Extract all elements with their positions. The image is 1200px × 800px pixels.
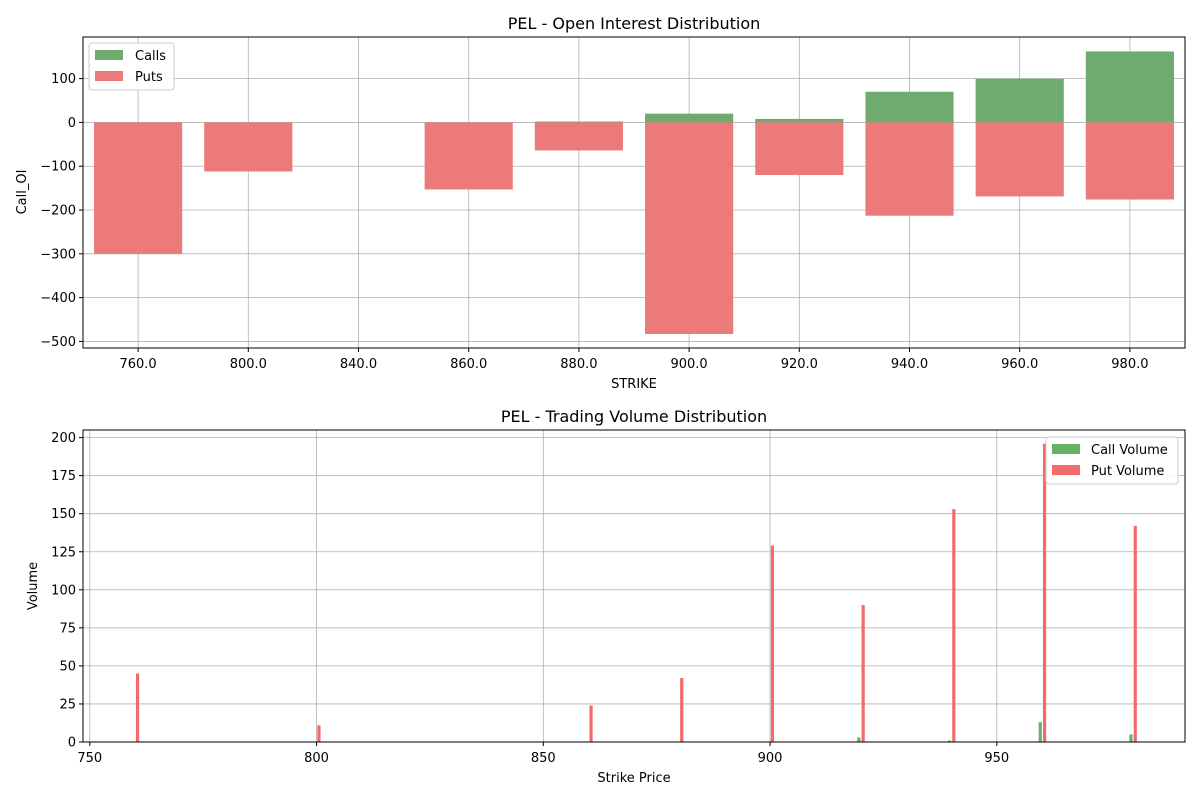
chart2-bar-put-volume-960	[1042, 443, 1047, 742]
chart1-frame	[82, 36, 1186, 349]
chart1-axes: −500 −400 −300 −200 −100 0 100 760.0 800.0 840.0 8…	[40, 36, 1186, 372]
chart2-xtick-label: 950	[984, 751, 1009, 766]
chart1-bar-puts-900.0	[645, 122, 734, 334]
chart1-ytick-label: −400	[40, 291, 76, 306]
chart2-ytick-label: 125	[51, 545, 76, 560]
chart2-ytick-label: 150	[51, 507, 76, 522]
chart1-bar-calls-920.0	[755, 118, 844, 123]
chart1-xtick-label: 960.0	[1001, 357, 1038, 372]
chart2-bar-put-volume-920	[861, 605, 865, 742]
chart2-ytick-label: 0	[68, 736, 76, 751]
chart1-ytick-label: −200	[40, 204, 76, 219]
chart1-ytick-label: −100	[40, 160, 76, 175]
chart1-legend-label: Puts	[135, 70, 163, 85]
chart2-bar-put-volume-760	[135, 673, 140, 742]
chart1-ylabel: Call_OI	[15, 170, 30, 215]
chart2-grid	[83, 430, 1185, 743]
chart1-xtick-label: 920.0	[781, 357, 818, 372]
chart1-ytick-label: 100	[51, 72, 76, 87]
chart1-bar-puts-960.0	[975, 122, 1064, 197]
chart1-bar-puts-800.0	[204, 122, 293, 172]
chart2-legend-label: Put Volume	[1091, 464, 1164, 479]
chart2-bar-put-volume-980	[1133, 525, 1137, 742]
chart1-bar-calls-980.0	[1085, 51, 1174, 123]
chart2-legend: Call Volume Put Volume	[1045, 436, 1179, 485]
chart2-bar-put-volume-900	[770, 545, 775, 742]
chart1-xtick-label: 860.0	[450, 357, 487, 372]
chart1-ytick-label: −300	[40, 247, 76, 262]
chart1-bars	[94, 51, 1174, 334]
chart2-axes: 0 25 50 75 100 125 150 175 200 750 800 850 900 950	[51, 429, 1186, 766]
chart1-bar-calls-940.0	[865, 91, 954, 123]
chart1-legend-swatch	[95, 71, 123, 81]
chart2-ytick-label: 75	[59, 621, 76, 636]
chart2-xlabel: Strike Price	[597, 771, 670, 786]
chart1-ytick-label: −500	[40, 335, 76, 350]
chart1-bar-puts-860.0	[424, 122, 513, 190]
trading-volume-chart: PEL - Trading Volume Distribution 0 25 50 7…	[26, 407, 1186, 786]
chart2-ylabel: Volume	[26, 562, 41, 610]
chart1-bar-calls-900.0	[645, 113, 734, 123]
chart1-bar-puts-760.0	[94, 122, 183, 254]
chart1-xtick-label: 900.0	[670, 357, 707, 372]
chart1-xtick-label: 760.0	[119, 357, 156, 372]
chart2-bar-put-volume-860	[589, 705, 593, 742]
chart1-bar-calls-880.0	[534, 121, 623, 123]
chart2-bar-put-volume-880	[680, 678, 684, 742]
chart2-xtick-label: 800	[304, 751, 329, 766]
chart2-bars	[135, 443, 1137, 742]
chart1-xtick-label: 880.0	[560, 357, 597, 372]
chart2-ytick-label: 175	[51, 469, 76, 484]
chart2-bar-put-volume-940	[952, 509, 956, 742]
chart2-legend-swatch	[1052, 465, 1080, 475]
chart1-bar-puts-920.0	[755, 122, 844, 175]
chart1-ytick-label: 0	[68, 116, 76, 131]
chart2-legend-swatch	[1052, 444, 1080, 454]
chart1-xtick-label: 840.0	[340, 357, 377, 372]
chart2-bar-call-volume-960	[1038, 722, 1042, 742]
chart2-ytick-label: 200	[51, 431, 76, 446]
chart1-bar-puts-980.0	[1085, 122, 1174, 200]
open-interest-chart: PEL - Open Interest Distribution −500 −40…	[15, 14, 1186, 392]
chart2-xtick-label: 850	[531, 751, 556, 766]
chart2-xtick-label: 900	[758, 751, 783, 766]
chart2-bar-call-volume-940	[947, 740, 952, 742]
chart2-frame	[82, 429, 1186, 743]
chart1-legend: Calls Puts	[88, 42, 175, 91]
chart1-title: PEL - Open Interest Distribution	[508, 14, 761, 33]
chart2-legend-label: Call Volume	[1091, 443, 1168, 458]
chart1-xtick-label: 800.0	[230, 357, 267, 372]
chart1-xlabel: STRIKE	[611, 377, 657, 392]
chart1-legend-swatch	[95, 50, 123, 60]
chart2-xtick-label: 750	[77, 751, 102, 766]
chart1-bar-puts-880.0	[534, 122, 623, 151]
chart1-xtick-label: 980.0	[1111, 357, 1148, 372]
chart2-bar-call-volume-980	[1129, 734, 1133, 742]
chart1-bar-puts-940.0	[865, 122, 954, 216]
chart1-xtick-label: 940.0	[891, 357, 928, 372]
chart2-ytick-label: 50	[59, 659, 76, 674]
chart1-bar-calls-960.0	[975, 78, 1064, 123]
chart2-ytick-label: 100	[51, 583, 76, 598]
chart2-ytick-label: 25	[59, 697, 76, 712]
chart2-bar-put-volume-800	[317, 725, 321, 742]
chart2-title: PEL - Trading Volume Distribution	[501, 407, 767, 426]
chart1-legend-label: Calls	[135, 49, 166, 64]
chart2-bar-call-volume-920	[857, 737, 861, 742]
